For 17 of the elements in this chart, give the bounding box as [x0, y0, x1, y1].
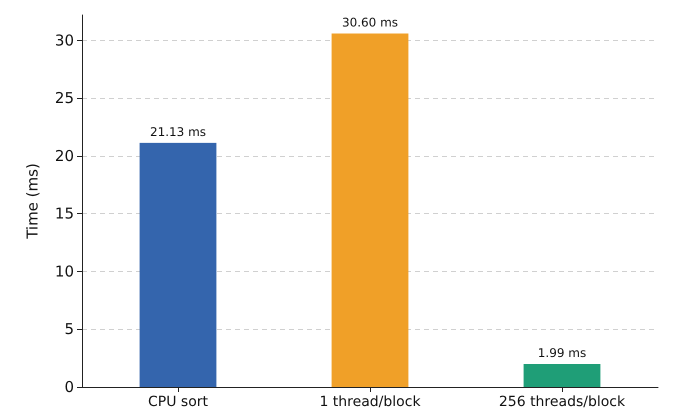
x-tick-label: 256 threads/block [498, 394, 626, 410]
bar [140, 142, 216, 387]
y-tick-label: 10 [54, 262, 74, 280]
data-label: 21.13 ms [150, 124, 206, 139]
data-label: 1.99 ms [538, 346, 586, 360]
x-tick-label: CPU sort [148, 394, 209, 410]
y-tick-label: 0 [64, 378, 74, 396]
y-tick-label: 30 [54, 31, 74, 50]
bar [524, 364, 600, 387]
x-tick-label: 1 thread/block [319, 394, 422, 410]
y-tick-label: 15 [54, 204, 74, 223]
y-tick-label: 20 [54, 146, 74, 165]
y-axis-title: Time (ms) [24, 163, 42, 240]
y-tick-label: 25 [54, 89, 74, 108]
y-tick-label: 5 [64, 320, 74, 338]
bar [332, 33, 408, 387]
data-label: 30.60 ms [342, 15, 398, 30]
